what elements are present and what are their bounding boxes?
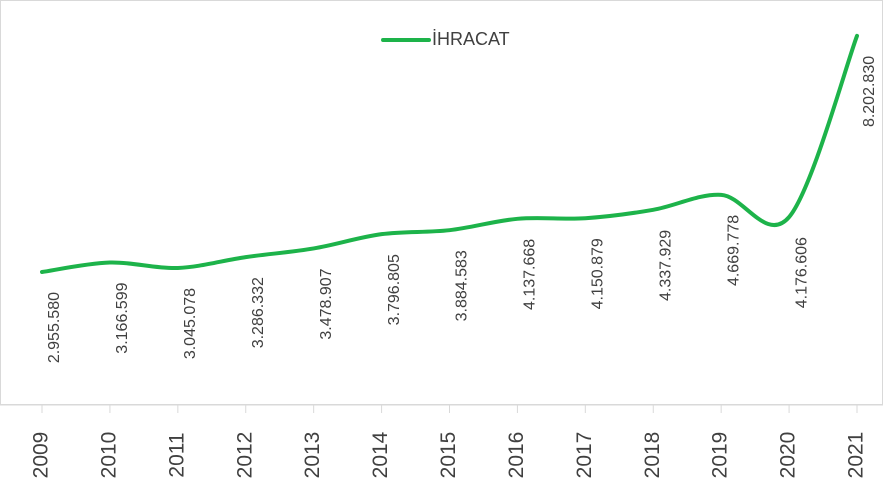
data-label: 4.337.929 bbox=[657, 230, 674, 301]
x-tick-label: 2011 bbox=[165, 432, 188, 477]
x-tick-label: 2012 bbox=[233, 432, 256, 479]
x-tick-label: 2020 bbox=[777, 432, 800, 479]
x-tick-label: 2015 bbox=[437, 432, 460, 479]
data-label: 4.137.668 bbox=[522, 239, 539, 310]
plot-frame bbox=[0, 0, 883, 405]
data-label: 4.176.606 bbox=[793, 237, 810, 308]
data-label: 3.884.583 bbox=[454, 250, 471, 321]
data-label: 2.955.580 bbox=[46, 292, 63, 363]
data-label: 8.202.830 bbox=[861, 56, 878, 127]
data-label: 4.150.879 bbox=[590, 238, 607, 309]
x-tick-label: 2010 bbox=[97, 432, 120, 479]
x-tick-label: 2017 bbox=[573, 432, 596, 479]
x-tick-label: 2018 bbox=[641, 432, 664, 479]
data-label: 3.166.599 bbox=[114, 282, 131, 353]
legend-label: İHRACAT bbox=[432, 29, 510, 49]
line bbox=[40, 33, 859, 274]
x-tick-label: 2014 bbox=[369, 431, 392, 478]
data-label: 3.796.805 bbox=[386, 254, 403, 325]
x-tick-label: 2019 bbox=[709, 432, 732, 479]
x-tick-label: 2021 bbox=[845, 432, 868, 479]
data-label: 4.669.778 bbox=[725, 215, 742, 286]
data-label: 3.478.907 bbox=[318, 268, 335, 339]
data-label: 3.045.078 bbox=[182, 288, 199, 359]
data-label: 3.286.332 bbox=[250, 277, 267, 348]
x-tick-label: 2016 bbox=[505, 432, 528, 479]
x-tick-label: 2009 bbox=[30, 432, 53, 479]
x-tick-label: 2013 bbox=[301, 432, 324, 479]
